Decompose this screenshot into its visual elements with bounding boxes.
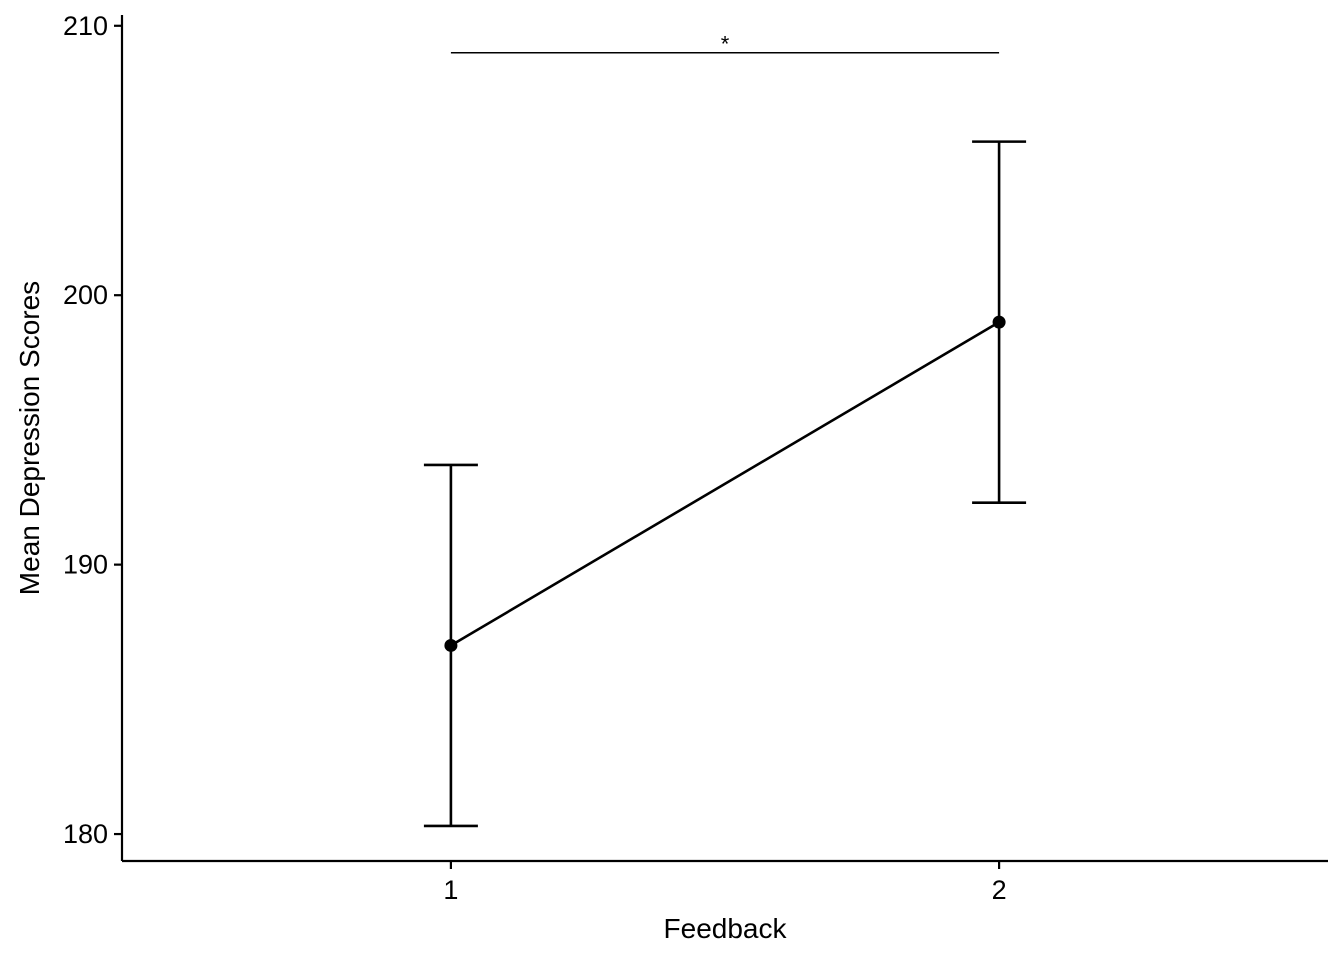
plot-area: 180 190 200 210 1 2 * — [63, 11, 1328, 905]
y-tick-label: 190 — [63, 550, 108, 580]
x-axis-title: Feedback — [664, 913, 788, 944]
significance-label: * — [721, 32, 730, 57]
y-tick-label: 180 — [63, 819, 108, 849]
y-tick-label: 200 — [63, 280, 108, 310]
y-tick-label: 210 — [63, 11, 108, 41]
series-line — [450, 321, 1000, 647]
x-tick-label: 1 — [443, 875, 458, 905]
x-tick-label: 2 — [992, 875, 1007, 905]
data-point — [992, 315, 1006, 329]
y-axis-title: Mean Depression Scores — [14, 281, 45, 595]
data-point — [444, 638, 458, 652]
